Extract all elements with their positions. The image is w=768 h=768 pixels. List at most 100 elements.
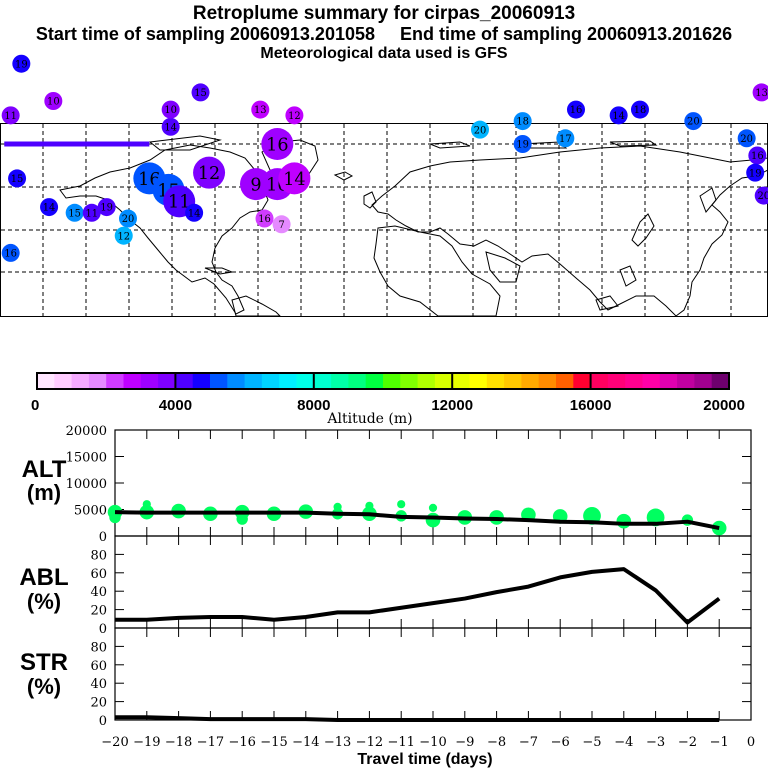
x-tick-label: −14: [292, 735, 319, 750]
plume-marker-label: 20: [740, 134, 753, 145]
plume-marker: [97, 198, 116, 217]
str-y-tick-label: 80: [90, 640, 107, 655]
str-panel: 80 60 40 20 0: [90, 627, 752, 729]
colorbar-swatch: [452, 373, 470, 389]
plume-marker-label: 13: [254, 105, 267, 116]
plume-marker-label: 14: [164, 122, 177, 133]
plume-marker: [161, 100, 180, 119]
plume-marker-label: 19: [15, 59, 28, 70]
plume-marker-label: 9: [250, 176, 261, 196]
colorbar-tick-label: 16000: [570, 397, 612, 414]
colorbar-swatch: [37, 373, 55, 389]
colorbar-swatch: [434, 373, 453, 389]
x-tick-label: −11: [387, 735, 414, 750]
x-tick-label: −13: [324, 735, 351, 750]
plume-marker-label: 16: [266, 135, 288, 155]
plume-marker-label: 20: [474, 125, 487, 136]
str-y-tick-label: 60: [90, 659, 107, 674]
plume-marker: [185, 203, 204, 222]
plume-marker: [1, 106, 20, 125]
plume-marker: [609, 106, 628, 125]
altitude-colorbar: 0 4000 8000 12000 16000 20000: [31, 372, 745, 414]
colorbar-swatch: [175, 373, 194, 389]
particle-altitude-dot: [397, 500, 406, 509]
abl-y-tick-label: 60: [90, 567, 107, 582]
plume-marker: [65, 203, 84, 222]
str-panel-label: STR: [20, 649, 68, 676]
particle-altitude-dot: [142, 500, 151, 509]
plume-marker: [40, 198, 59, 217]
plume-marker-label: 11: [168, 193, 190, 213]
colorbar-swatch: [106, 373, 124, 389]
plume-marker: [261, 128, 294, 160]
colorbar-tick-label: 20000: [703, 397, 745, 414]
colorbar-swatch: [192, 373, 211, 389]
plume-marker: [471, 120, 489, 139]
abl-y-tick-label: 0: [99, 622, 107, 637]
colorbar-swatch: [486, 373, 505, 389]
plume-marker: [12, 54, 31, 73]
alt-y-tick-label: 10000: [66, 477, 107, 492]
abl-y-tick-label: 80: [90, 548, 107, 563]
plume-marker-label: 16: [4, 249, 17, 260]
x-tick-label: −2: [678, 735, 697, 750]
plume-marker-label: 7: [278, 220, 284, 231]
abl-y-tick-label: 40: [90, 585, 107, 600]
x-tick-label: −15: [260, 735, 287, 750]
colorbar-swatch: [210, 373, 228, 389]
plume-marker-label: 12: [117, 231, 130, 242]
plume-marker-label: 10: [47, 97, 60, 108]
colorbar-swatch: [625, 373, 643, 389]
x-axis-label: Travel time (days): [357, 751, 492, 768]
plume-marker-label: 15: [68, 208, 81, 219]
plume-marker: [8, 169, 27, 188]
plume-marker-label: 11: [4, 111, 17, 122]
colorbar-swatch: [590, 373, 609, 389]
colorbar-swatch: [556, 373, 574, 389]
alt-y-tick-label: 20000: [66, 424, 107, 439]
map-panel: 1910111514151119201216151114141015129101…: [0, 54, 768, 317]
plume-marker-label: 11: [85, 208, 98, 219]
x-tick-label: −1: [710, 735, 729, 750]
plume-marker: [748, 146, 767, 165]
sampling-times: Start time of sampling 20060913.201058 E…: [35, 24, 733, 44]
str-panel-frame: [114, 627, 752, 721]
x-tick-label: −5: [582, 735, 601, 750]
plume-marker-label: 16: [258, 214, 271, 225]
colorbar-swatch: [694, 373, 713, 389]
colorbar-swatch: [642, 373, 661, 389]
alt-panel: 20000 15000 10000 5000 0: [66, 424, 752, 545]
str-y-tick-label: 20: [90, 696, 107, 711]
plume-marker: [119, 209, 137, 228]
colorbar-swatch: [711, 373, 730, 389]
x-tick-label: −6: [551, 735, 570, 750]
alt-y-tick-label: 5000: [74, 504, 107, 519]
colorbar-swatch: [227, 373, 246, 389]
plume-marker: [285, 106, 304, 125]
abl-panel-label: ABL: [19, 564, 68, 591]
particle-altitude-dot: [365, 501, 374, 510]
x-tick-label: −4: [614, 735, 633, 750]
plume-marker-label: 14: [43, 203, 56, 214]
alt-y-tick-label: 0: [99, 530, 107, 545]
colorbar-swatch: [521, 373, 540, 389]
colorbar-swatch: [538, 373, 557, 389]
x-tick-label: −8: [487, 735, 506, 750]
colorbar-swatch: [659, 373, 678, 389]
colorbar-tick-label: 12000: [431, 397, 473, 414]
plume-marker-label: 15: [194, 88, 207, 99]
colorbar-swatch: [677, 373, 695, 389]
plume-marker-label: 12: [288, 111, 301, 122]
plume-marker: [161, 117, 180, 136]
colorbar-swatch: [607, 373, 626, 389]
plume-marker: [278, 162, 311, 195]
plume-marker-label: 18: [634, 105, 647, 116]
x-tick-label: −12: [356, 735, 383, 750]
particle-altitude-dot: [109, 511, 121, 524]
time-series-panels: 20000 15000 10000 5000 0 80 60 40 20 0 80 60 40 20 0 −2…: [66, 424, 756, 750]
particle-altitude-dot: [428, 503, 438, 513]
plume-markers: 1910111514151119201216151114141015129101…: [1, 54, 768, 262]
x-tick-label: −17: [197, 735, 224, 750]
plume-marker: [752, 83, 768, 102]
